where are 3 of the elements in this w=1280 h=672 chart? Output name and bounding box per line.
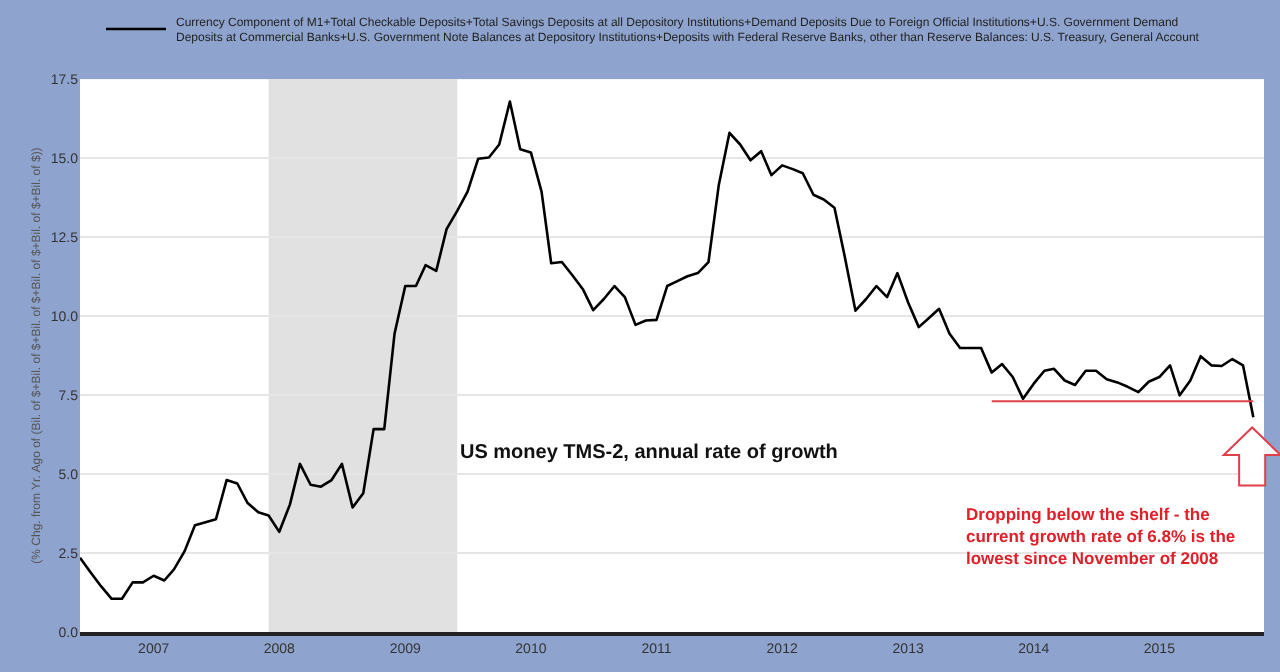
annotation: US money TMS-2, annual rate of growth [460,442,838,464]
line-series [80,100,1255,601]
annotation: Dropping below the shelf - the current growth rate of 6.8% is the lowest since November of 2008 [966,504,1236,569]
